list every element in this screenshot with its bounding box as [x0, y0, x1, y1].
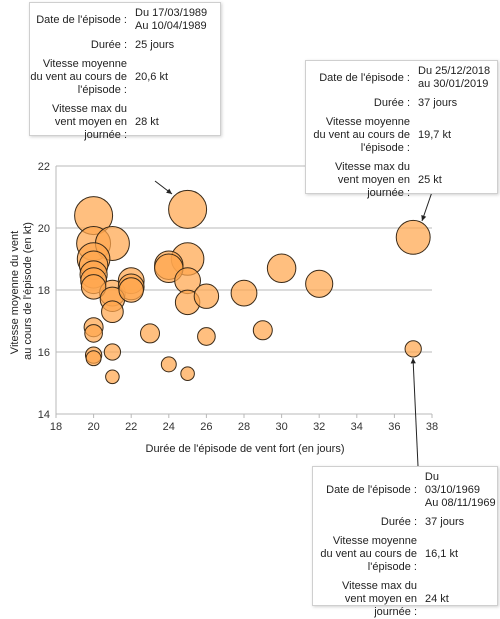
x-tick-label: 32 — [313, 421, 325, 433]
data-point[interactable] — [140, 323, 160, 344]
tooltip-date-to: Au 08/11/1969 — [424, 497, 496, 509]
x-tick-label: 26 — [200, 421, 212, 433]
tooltip-duration-value: 37 jours — [425, 516, 465, 528]
tooltip-duration-value: 25 jours — [135, 39, 175, 51]
data-point[interactable] — [101, 300, 124, 324]
tooltip-date-from: Du 25/12/2018 — [418, 65, 491, 77]
y-tick-label: 14 — [38, 409, 50, 421]
data-point[interactable] — [180, 366, 195, 381]
pointer-1969-arrow — [410, 358, 416, 364]
tooltip-mean-value: 19,7 kt — [418, 129, 452, 141]
y-tick-label: 18 — [38, 285, 50, 297]
tooltip-max-value: 28 kt — [135, 116, 159, 128]
tooltip-pointers — [154, 180, 433, 467]
data-point[interactable] — [85, 350, 102, 367]
data-point[interactable] — [105, 369, 120, 385]
data-point[interactable] — [80, 274, 107, 300]
x-tick-label: 30 — [275, 421, 287, 433]
tooltip-episode-1969-10: Date de l'épisode : Du 03/10/1969 Au 08/1… — [312, 466, 498, 618]
pointer-2018-arrow — [421, 215, 427, 221]
x-tick-label: 18 — [50, 421, 62, 433]
x-tick-label: 24 — [163, 421, 175, 433]
tooltip-date-label: Date de l'épisode : — [326, 484, 417, 496]
tooltip-date-to: Au 10/04/1989 — [135, 20, 207, 32]
x-tick-label: 22 — [125, 421, 137, 433]
tooltip-mean-label-1: Vitesse moyenne — [42, 58, 127, 70]
data-point[interactable] — [197, 327, 216, 346]
tooltip-mean-label-1: Vitesse moyenne — [325, 116, 410, 128]
tooltip-max-label-3: journée : — [374, 606, 417, 618]
tooltip-date-from: Du 03/10/1969 — [424, 471, 480, 496]
data-point[interactable] — [230, 279, 258, 307]
data-point[interactable] — [160, 356, 177, 373]
tooltip-max-value: 25 kt — [418, 174, 442, 186]
pointer-1969-line — [412, 357, 419, 467]
data-point[interactable] — [168, 189, 208, 229]
tooltip-date-label: Date de l'épisode : — [319, 71, 410, 84]
tooltip-max-label-3: journée : — [84, 129, 127, 141]
tooltip-mean-label-2: du vent au cours de — [30, 71, 127, 83]
x-tick-label: 38 — [426, 421, 438, 433]
pointer-1989-arrow — [166, 188, 172, 194]
tooltip-max-label-1: Vitesse max du — [334, 161, 410, 173]
data-point[interactable] — [252, 320, 273, 341]
data-point[interactable] — [395, 219, 431, 255]
y-axis-label-line-2: au cours de l'épisode (en kt) — [22, 222, 34, 360]
tooltip-duration-label: Durée : — [90, 39, 127, 51]
data-point[interactable] — [404, 340, 422, 358]
x-tick-label: 34 — [351, 421, 363, 433]
data-point[interactable] — [84, 324, 103, 343]
tooltip-max-value: 24 kt — [425, 593, 449, 605]
y-axis-label: Vitesse moyenne du vent au cours de l'ép… — [9, 222, 34, 360]
tooltip-mean-label-2: du vent au cours de — [320, 548, 417, 560]
tooltip-mean-label-1: Vitesse moyenne — [332, 535, 417, 547]
x-tick-label: 20 — [87, 421, 99, 433]
tooltip-max-label-1: Vitesse max du — [51, 103, 127, 115]
axes — [55, 166, 433, 418]
y-axis-label-line-1: Vitesse moyenne du vent — [9, 231, 21, 354]
data-point[interactable] — [118, 277, 144, 303]
tooltip-episode-2018-12: Date de l'épisode : Du 25/12/2018 au 30/0… — [305, 60, 498, 199]
tooltip-max-label-1: Vitesse max du — [341, 580, 417, 592]
tooltip-max-label-2: vent moyen en — [337, 174, 410, 186]
tooltip-date-to: au 30/01/2019 — [418, 78, 489, 90]
y-tick-label: 20 — [38, 223, 50, 235]
data-point[interactable] — [305, 269, 334, 298]
tooltip-mean-label-3: l'épisode : — [77, 84, 127, 96]
tooltip-mean-value: 20,6 kt — [135, 71, 169, 83]
tooltip-max-label-3: journée : — [367, 187, 410, 199]
tooltip-max-label-2: vent moyen en — [344, 593, 417, 605]
x-tick-label: 28 — [238, 421, 250, 433]
tooltip-episode-1989-03: Date de l'épisode : Du 17/03/1989 Au 10/0… — [29, 2, 221, 141]
tooltip-duration-value: 37 jours — [418, 97, 458, 109]
tick-labels: 14 16 18 20 22 18 20 22 24 26 28 30 32 34 36 38 — [38, 161, 438, 433]
tooltip-date-from: Du 17/03/1989 — [135, 7, 208, 19]
x-axis-label: Durée de l'épisode de vent fort (en jour… — [146, 443, 345, 455]
data-point[interactable] — [193, 283, 220, 309]
tooltip-mean-label-3: l'épisode : — [360, 142, 410, 154]
x-tick-label: 36 — [388, 421, 400, 433]
data-point[interactable] — [266, 253, 297, 284]
data-point[interactable] — [103, 343, 122, 361]
tooltip-mean-value: 16,1 kt — [425, 548, 459, 560]
tooltip-mean-label-2: du vent au cours de — [313, 129, 410, 141]
tooltip-mean-label-3: l'épisode : — [367, 561, 417, 573]
tooltip-duration-label: Durée : — [373, 97, 410, 109]
y-tick-label: 16 — [38, 347, 50, 359]
y-tick-label: 22 — [38, 161, 50, 173]
data-points — [74, 189, 431, 385]
tooltip-max-label-2: vent moyen en — [54, 116, 127, 128]
tooltip-duration-label: Durée : — [380, 516, 417, 528]
tooltip-date-label: Date de l'épisode : — [36, 13, 127, 26]
